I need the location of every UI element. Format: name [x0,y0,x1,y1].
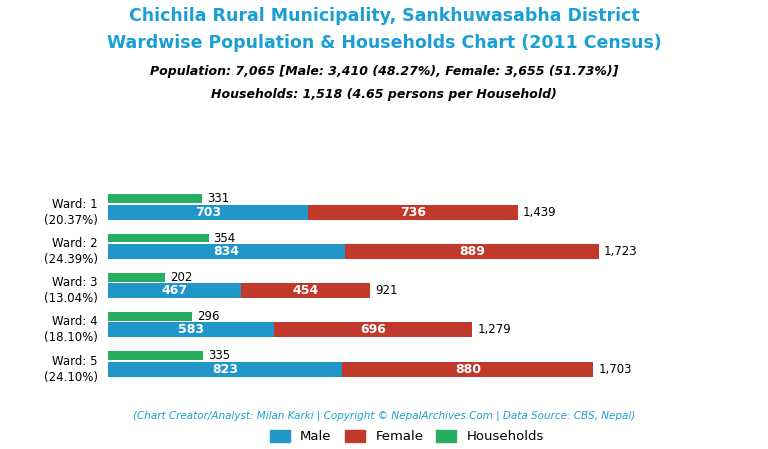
Text: 583: 583 [177,323,204,336]
Text: 1,723: 1,723 [604,245,637,258]
Bar [108,273,165,282]
Bar [108,194,202,203]
Bar [240,283,370,298]
Bar [274,322,472,337]
Text: 202: 202 [170,271,193,284]
Text: 736: 736 [400,206,426,219]
Bar [308,205,518,220]
Text: 354: 354 [214,232,236,245]
Text: 834: 834 [214,245,240,258]
Text: (Chart Creator/Analyst: Milan Karki | Copyright © NepalArchives.Com | Data Sourc: (Chart Creator/Analyst: Milan Karki | Co… [133,411,635,421]
Bar [108,322,274,337]
Text: Wardwise Population & Households Chart (2011 Census): Wardwise Population & Households Chart (… [107,34,661,52]
Text: 335: 335 [208,349,230,362]
Bar [108,283,240,298]
Text: 454: 454 [293,284,319,297]
Text: 1,703: 1,703 [598,362,632,375]
Text: 889: 889 [459,245,485,258]
Text: 880: 880 [455,362,481,375]
Text: 696: 696 [360,323,386,336]
Bar [108,361,343,377]
Bar [108,233,208,242]
Text: Population: 7,065 [Male: 3,410 (48.27%), Female: 3,655 (51.73%)]: Population: 7,065 [Male: 3,410 (48.27%),… [150,65,618,78]
Bar [108,352,203,360]
Bar [343,361,594,377]
Text: 1,279: 1,279 [478,323,511,336]
Text: Households: 1,518 (4.65 persons per Household): Households: 1,518 (4.65 persons per Hous… [211,88,557,101]
Bar [108,244,346,259]
Text: 1,439: 1,439 [523,206,557,219]
Text: 467: 467 [161,284,187,297]
Text: 823: 823 [212,362,238,375]
Text: 921: 921 [376,284,398,297]
Bar [346,244,599,259]
Text: Chichila Rural Municipality, Sankhuwasabha District: Chichila Rural Municipality, Sankhuwasab… [129,7,639,25]
Text: 331: 331 [207,192,230,205]
Text: 703: 703 [195,206,221,219]
Bar [108,312,192,321]
Legend: Male, Female, Households: Male, Female, Households [265,425,549,449]
Text: 296: 296 [197,310,220,323]
Bar [108,205,308,220]
